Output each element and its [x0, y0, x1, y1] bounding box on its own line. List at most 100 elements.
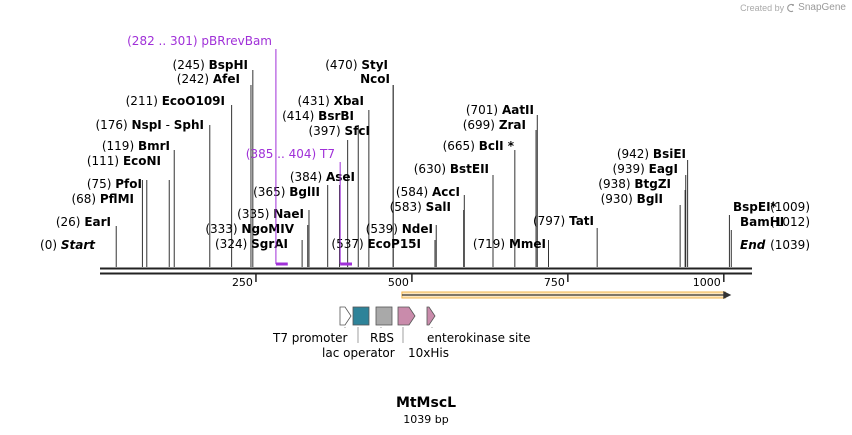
- site-pfoi[interactable]: (75) PfoI: [87, 177, 142, 191]
- svg-text:(470) StyI: (470) StyI: [325, 58, 388, 72]
- axis-tick-label: 750: [544, 276, 565, 289]
- site-ecoo109i[interactable]: (211) EcoO109I: [126, 94, 225, 108]
- site-mmei[interactable]: (719) MmeI: [473, 237, 546, 251]
- svg-text:RBS: RBS: [370, 331, 394, 345]
- credit: Created by SnapGene: [740, 2, 846, 13]
- site-eari[interactable]: (26) EarI: [56, 215, 111, 229]
- svg-text:(397) SfcI: (397) SfcI: [308, 124, 370, 138]
- site-bsteii[interactable]: (630) BstEII: [414, 162, 489, 176]
- svg-text:(75) PfoI: (75) PfoI: [87, 177, 142, 191]
- plasmid-length: 1039 bp: [403, 413, 449, 426]
- site-tati[interactable]: (797) TatI: [533, 214, 594, 228]
- svg-text:(719) MmeI: (719) MmeI: [473, 237, 546, 251]
- site-sgrai[interactable]: (324) SgrAI: [215, 237, 288, 251]
- svg-text:(414) BsrBI: (414) BsrBI: [282, 109, 354, 123]
- svg-text:(431) XbaI: (431) XbaI: [298, 94, 365, 108]
- feature-rbs[interactable]: RBS: [370, 306, 394, 345]
- svg-text:(0) Start: (0) Start: [40, 238, 96, 252]
- site-pos: (1039): [770, 238, 810, 252]
- svg-text:(583) SalI: (583) SalI: [390, 200, 451, 214]
- site-bsiei[interactable]: (942) BsiEI: [617, 147, 686, 161]
- svg-text:(365) BglII: (365) BglII: [253, 185, 320, 199]
- svg-text:(384) AseI: (384) AseI: [290, 170, 355, 184]
- site-aatii[interactable]: (701) AatII: [466, 103, 534, 117]
- feature-t7-promoter[interactable]: T7 promoter: [272, 306, 352, 345]
- site-asei[interactable]: (384) AseI: [290, 170, 355, 184]
- svg-text:(26) EarI: (26) EarI: [56, 215, 111, 229]
- svg-text:(333) NgoMIV: (333) NgoMIV: [205, 222, 294, 236]
- svg-text:(539) NdeI: (539) NdeI: [366, 222, 433, 236]
- svg-text:End: End: [740, 238, 766, 252]
- axis-tick-label: 1000: [693, 276, 721, 289]
- site-labels: (0) Start (26) EarI (68) PflMI(75) PfoI (11…: [40, 58, 810, 252]
- site-styi[interactable]: (470) StyI: [325, 58, 388, 72]
- site-pos: (1009): [770, 200, 810, 214]
- site-xbai[interactable]: (431) XbaI: [298, 94, 365, 108]
- site-end[interactable]: End (1039): [740, 238, 810, 252]
- svg-text:(111) EcoNI: (111) EcoNI: [87, 154, 161, 168]
- site-zrai[interactable]: (699) ZraI: [463, 118, 526, 132]
- site-naei[interactable]: (335) NaeI: [237, 207, 304, 221]
- site-bamhi[interactable]: BamHI(1012): [740, 215, 810, 229]
- svg-text:(242) AfeI: (242) AfeI: [177, 72, 240, 86]
- site-bsphi[interactable]: (245) BspHI: [173, 58, 248, 72]
- svg-text:NcoI: NcoI: [360, 72, 390, 86]
- site-ecop15i[interactable]: (537) EcoP15I: [331, 237, 421, 251]
- svg-text:(938) BtgZI: (938) BtgZI: [598, 177, 671, 191]
- primer-pbrrevbam[interactable]: (282 .. 301) pBRrevBam: [127, 34, 288, 266]
- site-sfci[interactable]: (397) SfcI: [308, 124, 370, 138]
- site-nspi[interactable]: (176) NspI - SphI: [95, 118, 204, 132]
- site-pflmi[interactable]: (68) PflMI: [71, 192, 134, 206]
- feature-10xhis[interactable]: 10xHis: [397, 306, 449, 360]
- site-ncoi[interactable]: NcoI: [360, 72, 390, 86]
- site-bsrbi[interactable]: (414) BsrBI: [282, 109, 354, 123]
- site-bspei[interactable]: BspEI*(1009): [733, 200, 810, 214]
- sequence-backbone: [100, 267, 752, 275]
- credit-brand: SnapGene: [798, 2, 846, 13]
- axis-ticks: 250 500 750 1000: [232, 274, 725, 289]
- svg-text:(119) BmrI: (119) BmrI: [102, 139, 170, 153]
- svg-text:T7 promoter: T7 promoter: [272, 331, 348, 345]
- credit-prefix: Created by: [740, 2, 785, 13]
- svg-text:(930) BglI: (930) BglI: [601, 192, 663, 206]
- site-sali[interactable]: (583) SalI: [390, 200, 451, 214]
- svg-text:(282 .. 301) pBRrevBam: (282 .. 301) pBRrevBam: [127, 34, 272, 48]
- svg-text:(699) ZraI: (699) ZraI: [463, 118, 526, 132]
- site-acci[interactable]: (584) AccI: [396, 185, 460, 199]
- svg-text:(335) NaeI: (335) NaeI: [237, 207, 304, 221]
- site-ndei[interactable]: (539) NdeI: [366, 222, 433, 236]
- svg-text:(701) AatII: (701) AatII: [466, 103, 534, 117]
- site-eagi[interactable]: (939) EagI: [613, 162, 678, 176]
- site-bgli[interactable]: (930) BglI: [601, 192, 663, 206]
- svg-text:BspEI*: BspEI*: [733, 200, 778, 214]
- axis-tick-label: 250: [232, 276, 253, 289]
- site-leader-lines: [115, 70, 732, 267]
- primer-t7[interactable]: (385 .. 404) T7: [246, 147, 353, 266]
- primers: (282 .. 301) pBRrevBam (385 .. 404) T7: [127, 34, 353, 266]
- svg-text:(245) BspHI: (245) BspHI: [173, 58, 248, 72]
- svg-text:(211) EcoO109I: (211) EcoO109I: [126, 94, 225, 108]
- site-pos: (1012): [770, 215, 810, 229]
- feature-lac-operator[interactable]: lac operator: [322, 306, 395, 360]
- site-bmri[interactable]: (119) BmrI: [102, 139, 170, 153]
- svg-text:(665) BclI *: (665) BclI *: [443, 139, 515, 153]
- plasmid-name: MtMscL: [395, 395, 457, 411]
- site-bcli[interactable]: (665) BclI *: [443, 139, 515, 153]
- svg-text:(584) AccI: (584) AccI: [396, 185, 460, 199]
- svg-text:(942) BsiEI: (942) BsiEI: [617, 147, 686, 161]
- axis-tick-label: 500: [388, 276, 409, 289]
- svg-text:enterokinase site: enterokinase site: [427, 331, 530, 345]
- site-afei[interactable]: (242) AfeI: [177, 72, 240, 86]
- site-econi[interactable]: (111) EcoNI: [87, 154, 161, 168]
- svg-text:(537) EcoP15I: (537) EcoP15I: [331, 237, 421, 251]
- site-bglii[interactable]: (365) BglII: [253, 185, 320, 199]
- svg-text:(176) NspI - SphI: (176) NspI - SphI: [95, 118, 204, 132]
- snapgene-logo-icon: [787, 3, 795, 12]
- site-ngomiv[interactable]: (333) NgoMIV: [205, 222, 294, 236]
- site-start[interactable]: (0) Start: [40, 238, 96, 252]
- orf-arrow[interactable]: [401, 291, 732, 299]
- site-btgzi[interactable]: (938) BtgZI: [598, 177, 671, 191]
- feature-enterokinase-site[interactable]: enterokinase site: [426, 306, 530, 345]
